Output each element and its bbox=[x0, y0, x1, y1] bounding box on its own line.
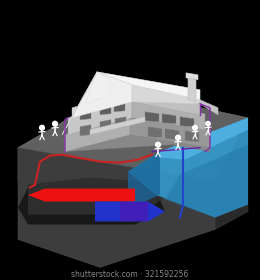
Polygon shape bbox=[185, 131, 199, 142]
Polygon shape bbox=[162, 114, 176, 124]
Polygon shape bbox=[215, 118, 248, 230]
Polygon shape bbox=[180, 117, 194, 127]
Polygon shape bbox=[128, 152, 160, 209]
Polygon shape bbox=[97, 72, 200, 100]
Polygon shape bbox=[18, 90, 248, 181]
Polygon shape bbox=[80, 125, 91, 136]
Polygon shape bbox=[100, 120, 111, 131]
Text: shutterstock.com · 321592256: shutterstock.com · 321592256 bbox=[72, 270, 188, 279]
Polygon shape bbox=[80, 110, 91, 120]
Polygon shape bbox=[120, 202, 148, 221]
Polygon shape bbox=[148, 127, 162, 138]
Polygon shape bbox=[62, 72, 132, 135]
Polygon shape bbox=[132, 85, 200, 104]
Polygon shape bbox=[115, 117, 126, 128]
Polygon shape bbox=[132, 102, 205, 130]
Polygon shape bbox=[114, 102, 125, 112]
Polygon shape bbox=[72, 92, 132, 118]
Polygon shape bbox=[145, 112, 159, 122]
Polygon shape bbox=[90, 117, 145, 135]
Circle shape bbox=[193, 125, 197, 130]
Polygon shape bbox=[100, 105, 111, 115]
Polygon shape bbox=[65, 118, 210, 152]
Polygon shape bbox=[68, 102, 132, 135]
Polygon shape bbox=[165, 129, 179, 140]
Polygon shape bbox=[18, 148, 215, 267]
Polygon shape bbox=[132, 92, 200, 115]
Circle shape bbox=[176, 135, 180, 140]
Polygon shape bbox=[186, 73, 198, 80]
Circle shape bbox=[40, 125, 44, 130]
Polygon shape bbox=[188, 78, 196, 102]
Polygon shape bbox=[62, 72, 97, 135]
Circle shape bbox=[156, 142, 160, 147]
Polygon shape bbox=[165, 145, 248, 218]
Polygon shape bbox=[200, 100, 218, 115]
Polygon shape bbox=[95, 202, 165, 221]
Polygon shape bbox=[65, 118, 130, 152]
Polygon shape bbox=[18, 188, 165, 225]
Polygon shape bbox=[130, 118, 210, 148]
Polygon shape bbox=[128, 118, 248, 218]
Circle shape bbox=[53, 121, 57, 126]
Circle shape bbox=[206, 122, 210, 126]
Polygon shape bbox=[28, 188, 135, 202]
Polygon shape bbox=[28, 178, 168, 214]
Polygon shape bbox=[160, 118, 248, 160]
Polygon shape bbox=[85, 72, 110, 105]
